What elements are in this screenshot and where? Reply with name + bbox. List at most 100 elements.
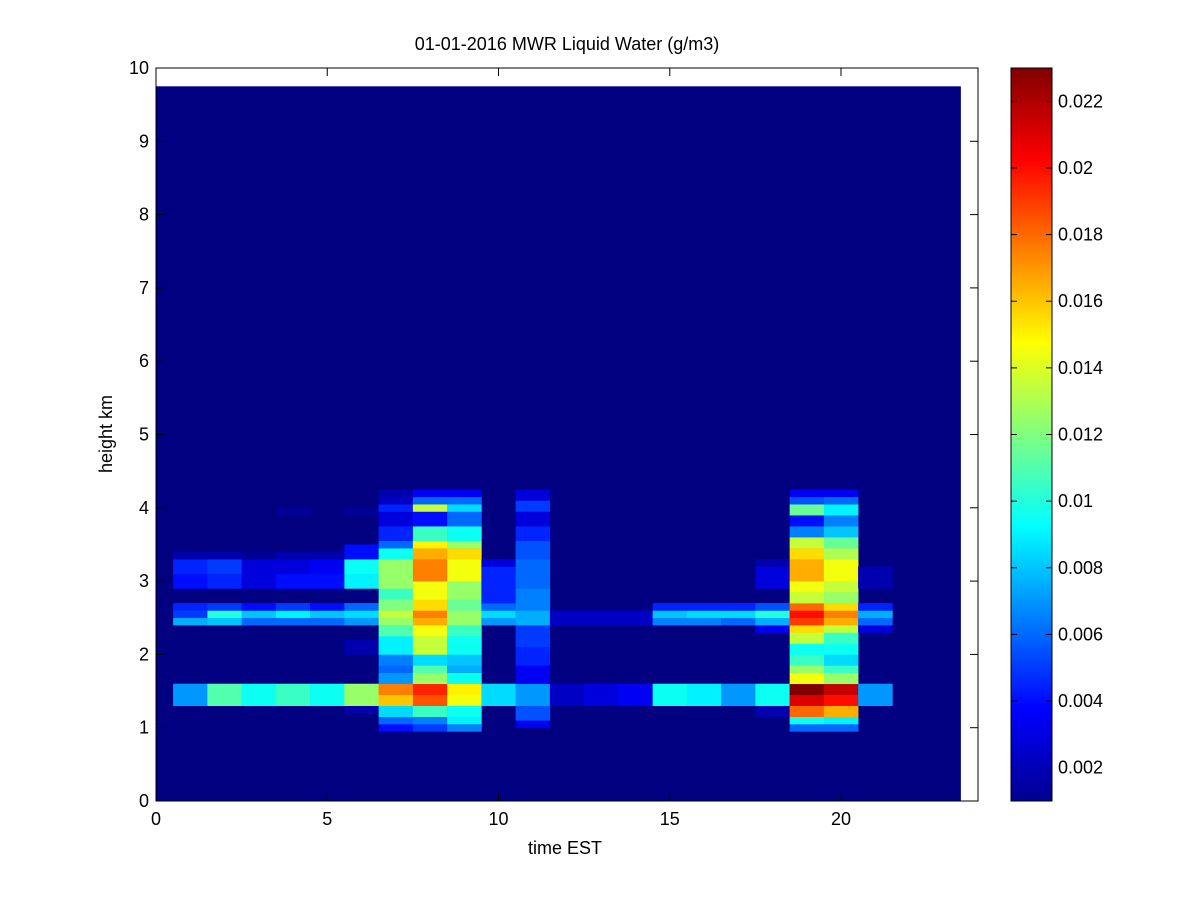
- heatmap-cell: [378, 683, 414, 696]
- heatmap-cell: [447, 716, 482, 725]
- heatmap-cell: [823, 504, 859, 516]
- heatmap-cell: [823, 683, 859, 696]
- heatmap-cell: [447, 526, 482, 542]
- heatmap-cell: [310, 610, 345, 619]
- heatmap-cell: [823, 515, 859, 527]
- heatmap-cell: [241, 573, 277, 589]
- heatmap-cell: [412, 489, 448, 498]
- heatmap-cell: [447, 724, 482, 732]
- heatmap-cell: [823, 526, 859, 538]
- heatmap-cell: [789, 559, 825, 582]
- heatmap-cell: [789, 515, 825, 527]
- y-axis-label: height km: [96, 395, 116, 473]
- heatmap-cell: [412, 581, 448, 600]
- y-tick-label: 0: [139, 791, 149, 811]
- y-tick-label: 4: [139, 498, 149, 518]
- heatmap-cell: [481, 603, 516, 611]
- heatmap-cell: [310, 603, 345, 611]
- heatmap-cell: [378, 559, 414, 589]
- heatmap-cell: [755, 603, 790, 611]
- heatmap-cell: [310, 617, 345, 626]
- heatmap-cell: [275, 559, 311, 575]
- heatmap-cell: [789, 683, 825, 696]
- heatmap-cell: [447, 636, 482, 655]
- heatmap-cell: [515, 588, 551, 611]
- heatmap-cell: [481, 566, 516, 589]
- colorbar-tick-label: 0.012: [1058, 425, 1103, 445]
- heatmap-cell: [789, 504, 825, 516]
- heatmap-cell: [412, 617, 448, 626]
- heatmap-cell: [515, 610, 551, 626]
- heatmap-cell: [823, 665, 859, 674]
- heatmap-cell: [447, 489, 482, 498]
- colorbar-tick-label: 0.006: [1058, 624, 1103, 644]
- heatmap-cell: [310, 683, 345, 707]
- heatmap-cell: [378, 496, 414, 505]
- heatmap-cell: [823, 632, 859, 644]
- heatmap-cell: [549, 610, 585, 626]
- heatmap-cell: [275, 573, 311, 589]
- x-axis: 0 5 10 15 20: [151, 68, 851, 829]
- heatmap-cell: [789, 665, 825, 674]
- heatmap-cell: [823, 581, 859, 593]
- colorbar-tick-label: 0.004: [1058, 691, 1103, 711]
- heatmap-cell: [515, 489, 551, 501]
- heatmap-cell: [823, 610, 859, 619]
- heatmap-cell: [412, 625, 448, 637]
- heatmap-cell: [858, 625, 893, 633]
- heatmap-cell: [173, 603, 208, 611]
- heatmap-cell: [378, 694, 414, 707]
- heatmap-cell: [789, 724, 825, 732]
- heatmap-cell: [789, 617, 825, 626]
- heatmap-cell: [515, 511, 551, 527]
- heatmap-cell: [275, 610, 311, 619]
- heatmap-cell: [344, 573, 379, 589]
- colorbar-tick-label: 0.002: [1058, 758, 1103, 778]
- heatmap-cell: [789, 548, 825, 560]
- heatmap-cell: [241, 551, 277, 560]
- heatmap-cell: [789, 537, 825, 549]
- heatmap-cell: [378, 511, 414, 527]
- heatmap-cell: [378, 489, 414, 498]
- heatmap-cell: [344, 705, 379, 714]
- heatmap-cell: [412, 683, 448, 696]
- heatmap-cell: [412, 496, 448, 505]
- heatmap-cell: [755, 705, 790, 718]
- heatmap-cell: [858, 603, 893, 611]
- heatmap-cell: [412, 540, 448, 549]
- heatmap-cell: [447, 504, 482, 512]
- y-tick-label: 8: [139, 205, 149, 225]
- heatmap-cell: [310, 559, 345, 575]
- heatmap-cell: [412, 724, 448, 732]
- heatmap-cell: [823, 537, 859, 549]
- heatmap-cell: [481, 683, 516, 707]
- heatmap-cell: [481, 559, 516, 567]
- heatmap-cell: [207, 603, 242, 611]
- y-tick-label: 2: [139, 644, 149, 664]
- heatmap-cell: [344, 639, 379, 655]
- heatmap-cell: [515, 526, 551, 542]
- heatmap-cell: [755, 566, 790, 589]
- heatmap-cell: [207, 573, 242, 589]
- heatmap-cell: [447, 694, 482, 707]
- heatmap-cell: [378, 526, 414, 542]
- heatmap-cell: [823, 603, 859, 611]
- heatmap-cell: [618, 610, 653, 626]
- colorbar-tick-label: 0.014: [1058, 358, 1103, 378]
- x-tick-label: 5: [322, 809, 332, 829]
- heatmap-cell: [344, 559, 379, 575]
- heatmap-cell: [652, 683, 688, 707]
- heatmap-cell: [207, 683, 242, 707]
- heatmap-cell: [447, 559, 482, 582]
- heatmap-cell: [652, 610, 688, 619]
- colorbar-tick-label: 0.018: [1058, 225, 1103, 245]
- heatmap-cell: [789, 610, 825, 619]
- heatmap-cell: [173, 617, 208, 626]
- heatmap-cell: [823, 489, 859, 498]
- y-tick-label: 5: [139, 425, 149, 445]
- heatmap-cell: [789, 643, 825, 655]
- heatmap-cell: [378, 610, 414, 619]
- heatmap-cell: [275, 507, 311, 516]
- heatmap-cell: [789, 625, 825, 633]
